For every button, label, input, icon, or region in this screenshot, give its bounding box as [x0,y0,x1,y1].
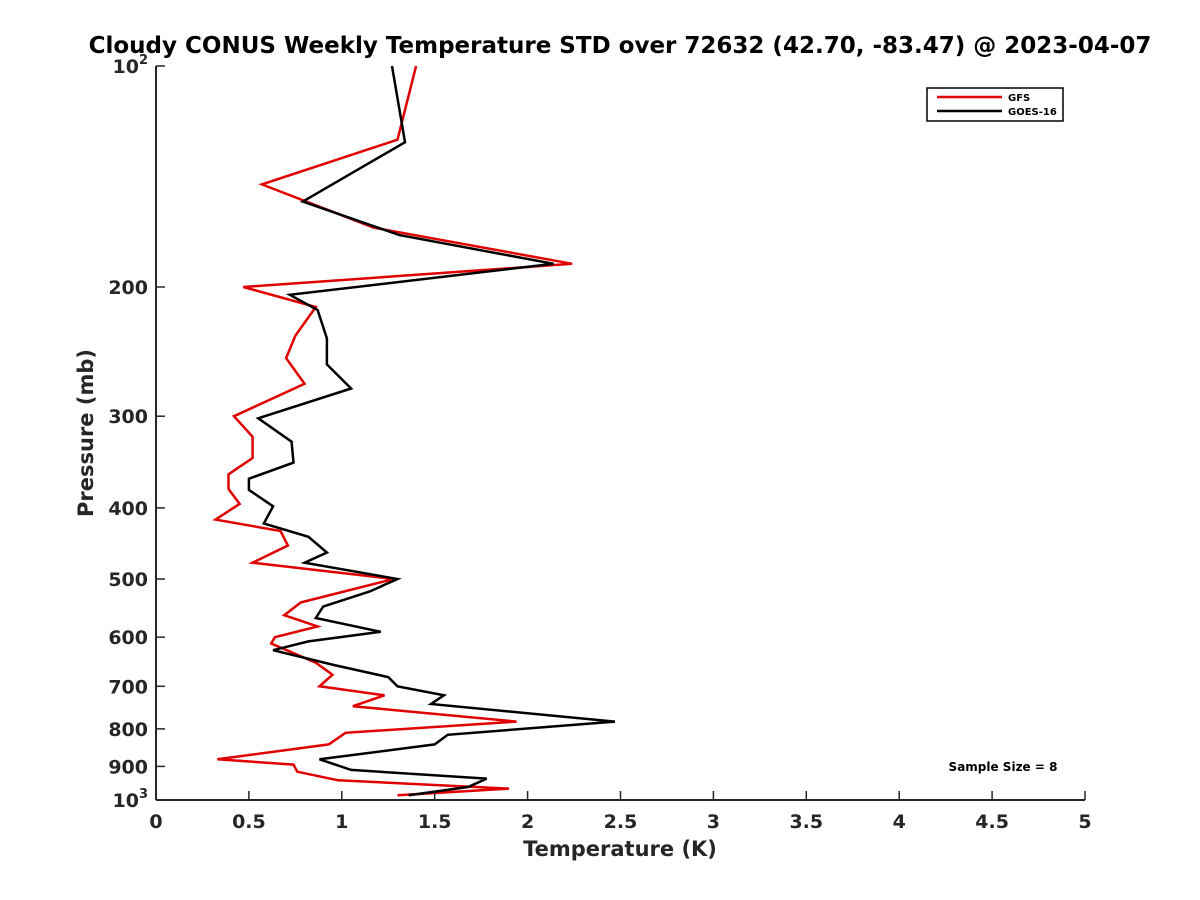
x-tick-label: 0.5 [232,811,266,833]
x-axis-ticks: 0 0.5 1 1.5 2 2.5 3 3.5 4 4.5 5 [149,791,1092,833]
x-tick-label: 0 [149,811,162,833]
x-tick-label: 4 [893,811,906,833]
y-axis-ticks: 102 200 300 400 500 600 700 800 900 103 [108,53,165,812]
x-tick-label: 1.5 [418,811,452,833]
sample-size-annotation: Sample Size = 8 [949,760,1058,774]
legend-label-gfs: GFS [1008,93,1030,104]
chart-title: Cloudy CONUS Weekly Temperature STD over… [89,33,1152,59]
y-tick-label: 400 [108,498,148,520]
x-tick-label: 1 [335,811,348,833]
y-tick-label: 800 [108,719,148,741]
x-tick-label: 2.5 [604,811,638,833]
y-tick-label: 200 [108,277,148,299]
series-line-gfs [212,65,573,797]
y-tick-label: 500 [108,569,148,591]
x-axis-label: Temperature (K) [523,837,717,861]
y-tick-label: 900 [108,756,148,778]
y-tick-label: 600 [108,627,148,649]
legend-box [926,87,1064,122]
x-tick-label: 2 [521,811,534,833]
legend-label-goes16: GOES-16 [1008,107,1057,118]
series-line-goes16 [247,65,616,797]
series-layer [212,65,616,797]
y-tick-label: 700 [108,676,148,698]
y-axis-label: Pressure (mb) [74,349,98,517]
x-tick-label: 3 [707,811,720,833]
y-tick-label: 103 [113,787,149,812]
x-tick-label: 3.5 [789,811,823,833]
x-tick-label: 4.5 [975,811,1009,833]
x-tick-label: 5 [1078,811,1091,833]
y-tick-label: 300 [108,406,148,428]
legend: GFS GOES-16 [926,87,1064,122]
y-tick-label: 102 [113,53,149,78]
plot-area: 0 0.5 1 1.5 2 2.5 3 3.5 4 4.5 5 102 200 300 400 500 600… [108,53,1091,833]
